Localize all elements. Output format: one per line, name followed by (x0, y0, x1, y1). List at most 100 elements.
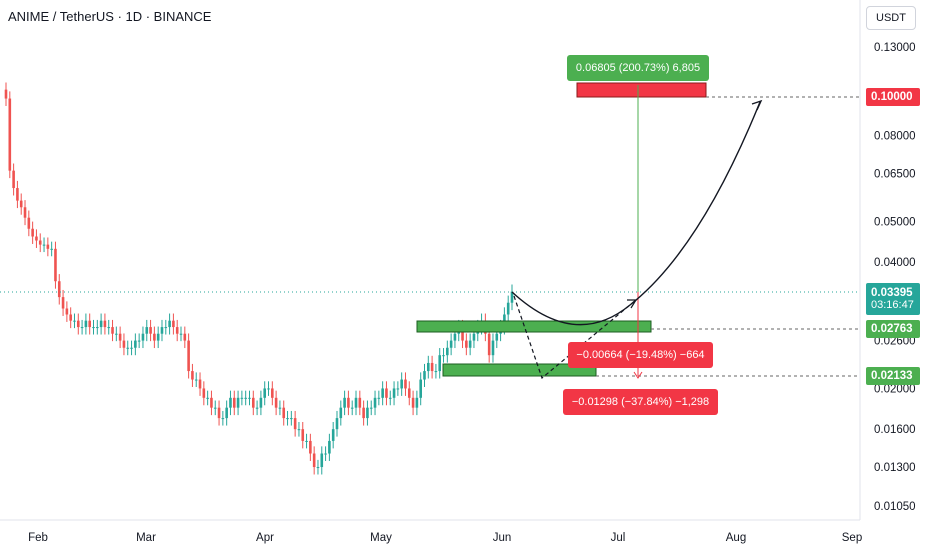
alternate-path-arrow (627, 299, 638, 309)
candle-body (309, 440, 312, 454)
candle-body (400, 379, 403, 389)
candle-body (73, 320, 76, 322)
candle-body (194, 379, 198, 381)
candle-body (350, 407, 354, 409)
candle-body (12, 170, 15, 189)
candle-body (453, 333, 457, 341)
candle-body (244, 397, 247, 399)
candle-body (407, 388, 411, 398)
candle-body (172, 320, 175, 328)
candle-body (328, 440, 331, 454)
candle-body (16, 188, 19, 201)
price-tick-label: 0.04000 (874, 257, 916, 269)
time-tick-label: Aug (726, 532, 746, 544)
candle-body (312, 453, 316, 468)
candle-body (487, 333, 491, 356)
candle-body (286, 418, 289, 420)
candle-body (232, 397, 236, 408)
loss-large-label: −0.01298 (−37.84%) −1,298 (563, 389, 718, 415)
candle-body (31, 228, 34, 237)
candle-body (84, 320, 88, 328)
candle-body (4, 89, 8, 99)
price-tick-label: 0.01050 (874, 501, 916, 513)
candle-body (369, 407, 373, 409)
support-low-price-tag: 0.02133 (866, 367, 920, 385)
candle-body (23, 207, 27, 218)
candle-body (324, 453, 327, 455)
candle-body (419, 379, 422, 398)
candle-body (198, 379, 202, 389)
candle-body (103, 320, 107, 328)
loss-arrow-head (633, 371, 643, 379)
symbol-title: ANIME / TetherUS · 1D · BINANCE (8, 9, 212, 24)
currency-button[interactable]: USDT (866, 6, 916, 30)
candle-body (461, 327, 464, 341)
candle-body (404, 379, 407, 389)
candle-body (251, 397, 255, 408)
candle-body (305, 440, 308, 442)
candle-body (297, 429, 301, 431)
candle-body (248, 397, 251, 399)
candle-body (427, 362, 430, 372)
candle-body (115, 333, 118, 335)
candle-body (274, 397, 278, 408)
candle-body (271, 388, 274, 398)
candle-body (446, 347, 449, 356)
candle-body (236, 397, 240, 408)
candle-body (362, 407, 365, 419)
candle-body (278, 407, 282, 409)
candle-body (50, 248, 53, 250)
candle-body (164, 327, 168, 329)
candle-body (320, 453, 324, 468)
candle-body (96, 327, 99, 329)
price-tick-label: 0.06500 (874, 168, 916, 180)
candle-body (442, 355, 445, 357)
candle-body (187, 340, 190, 372)
candle-body (92, 327, 95, 329)
candle-body (38, 240, 42, 245)
candle-body (46, 244, 50, 249)
candle-body (259, 397, 263, 408)
candle-body (388, 397, 392, 399)
candle-body (160, 327, 164, 334)
loss-small-label: −0.00664 (−19.48%) −664 (568, 342, 713, 368)
price-tick-label: 0.01300 (874, 462, 916, 474)
candle-body (415, 397, 419, 408)
candle-body (217, 407, 221, 419)
price-tick-label: 0.02600 (874, 336, 916, 348)
projected-path-arrow (751, 99, 763, 111)
candle-body (156, 333, 160, 341)
candle-body (449, 340, 453, 348)
candle-body (465, 340, 468, 348)
candle-body (76, 320, 80, 328)
candle-body (191, 371, 194, 380)
candle-body (137, 340, 141, 342)
alternate-path-dashed (513, 295, 637, 380)
candle-body (206, 397, 209, 399)
candle-body (168, 320, 171, 328)
candle-body (472, 333, 476, 341)
candle-body (175, 327, 179, 334)
candle-body (430, 362, 434, 372)
candle-body (335, 418, 339, 430)
candle-body (149, 327, 152, 334)
price-tick-label: 0.02000 (874, 383, 916, 395)
target-price-tag: 0.10000 (866, 88, 920, 106)
candle-body (19, 200, 23, 208)
candle-body (141, 333, 145, 341)
time-tick-label: May (370, 532, 392, 544)
support-zone-upper (416, 320, 652, 333)
candle-body (145, 327, 149, 334)
candle-body (69, 314, 72, 321)
target-zone (576, 82, 707, 98)
candle-body (130, 347, 133, 349)
time-tick-label: Mar (136, 532, 156, 544)
candle-body (377, 397, 381, 399)
candle-body (80, 327, 84, 329)
candle-body (290, 418, 293, 420)
candle-body (35, 236, 38, 241)
candle-body (358, 397, 362, 408)
candle-body (107, 327, 111, 329)
